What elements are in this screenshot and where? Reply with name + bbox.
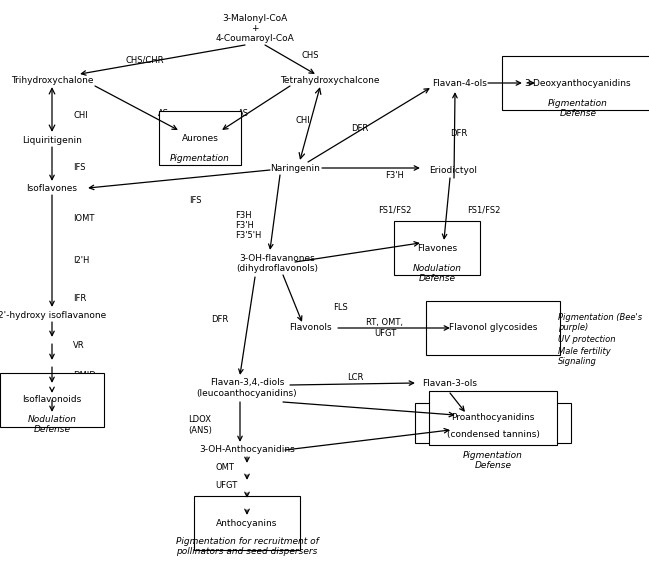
Text: RT: RT xyxy=(215,500,225,509)
Text: Pigmentation (Bee's: Pigmentation (Bee's xyxy=(558,314,642,323)
Text: (dihydroflavonols): (dihydroflavonols) xyxy=(236,264,318,273)
Text: F3H: F3H xyxy=(235,210,252,219)
Text: (condensed tannins): (condensed tannins) xyxy=(447,433,539,442)
Text: Pigmentation: Pigmentation xyxy=(548,99,608,108)
Text: (ANS): (ANS) xyxy=(188,425,212,435)
Text: Defense: Defense xyxy=(474,461,511,470)
Text: LDOX: LDOX xyxy=(188,416,212,425)
Text: (leucoanthocyanidins): (leucoanthocyanidins) xyxy=(197,389,297,398)
Text: CHI: CHI xyxy=(73,111,88,119)
Text: F3'H: F3'H xyxy=(235,220,254,229)
Text: Liquiritigenin: Liquiritigenin xyxy=(22,136,82,145)
Text: Defense: Defense xyxy=(34,425,71,435)
Text: Defense: Defense xyxy=(419,274,456,283)
Text: I2'H: I2'H xyxy=(73,255,90,264)
Text: VR: VR xyxy=(73,341,84,350)
Text: F3'5'H: F3'5'H xyxy=(235,231,262,240)
Text: Pigmentation for recruitment of: Pigmentation for recruitment of xyxy=(176,537,319,546)
Text: DFR: DFR xyxy=(351,123,369,132)
Text: Male fertility: Male fertility xyxy=(558,347,611,356)
Text: Isoflavonoids: Isoflavonoids xyxy=(22,396,82,404)
Text: IFR: IFR xyxy=(73,293,86,302)
Text: UV protection: UV protection xyxy=(558,335,615,344)
FancyBboxPatch shape xyxy=(415,403,571,443)
Text: DFR: DFR xyxy=(212,315,228,324)
Text: UFGT: UFGT xyxy=(374,329,396,338)
Text: Flavonol glycosides: Flavonol glycosides xyxy=(449,324,537,333)
Text: FS1/FS2: FS1/FS2 xyxy=(467,205,500,214)
Text: OMT: OMT xyxy=(215,463,234,472)
Text: Flavones: Flavones xyxy=(417,243,457,252)
Text: UFGT: UFGT xyxy=(215,481,238,490)
Text: DMID: DMID xyxy=(73,370,96,379)
Text: CHS/CHR: CHS/CHR xyxy=(126,56,164,65)
Text: Eriodictyol: Eriodictyol xyxy=(429,165,477,174)
Text: LCR: LCR xyxy=(347,374,363,383)
Text: Isoflavones: Isoflavones xyxy=(27,183,77,192)
Text: AS: AS xyxy=(158,108,169,117)
Text: 3-Malonyl-CoA: 3-Malonyl-CoA xyxy=(223,13,288,22)
Text: 3-OH-flavanones: 3-OH-flavanones xyxy=(239,254,315,263)
Text: purple): purple) xyxy=(558,324,588,333)
Text: FS1/FS2: FS1/FS2 xyxy=(378,205,411,214)
Text: IFS: IFS xyxy=(189,195,201,205)
Text: Anthocyanins: Anthocyanins xyxy=(216,518,278,527)
Text: Tetrahydroxychalcone: Tetrahydroxychalcone xyxy=(280,76,380,85)
Text: CHS: CHS xyxy=(301,50,319,59)
Text: Flavan-3,4,-diols: Flavan-3,4,-diols xyxy=(210,379,284,388)
Text: 3-OH-Anthocyanidins: 3-OH-Anthocyanidins xyxy=(199,445,295,454)
Text: +: + xyxy=(251,24,259,33)
Text: Proanthocyanidins: Proanthocyanidins xyxy=(451,413,535,422)
Text: pollinators and seed dispersers: pollinators and seed dispersers xyxy=(177,546,318,555)
Text: (condensed tannins): (condensed tannins) xyxy=(447,430,539,439)
Text: Aurones: Aurones xyxy=(182,134,219,142)
Text: Pigmentation: Pigmentation xyxy=(463,450,523,459)
Text: 3-Deoxyanthocyanidins: 3-Deoxyanthocyanidins xyxy=(524,79,631,88)
Text: Signaling: Signaling xyxy=(558,357,597,366)
Text: FLS: FLS xyxy=(333,302,347,311)
Text: Nodulation: Nodulation xyxy=(413,264,461,273)
Text: Trihydroxychalone: Trihydroxychalone xyxy=(11,76,93,85)
Text: DFR: DFR xyxy=(450,128,467,137)
Text: F3'H: F3'H xyxy=(386,171,404,180)
Text: IOMT: IOMT xyxy=(73,214,94,223)
Text: Proanthocyanidins: Proanthocyanidins xyxy=(451,421,535,430)
Text: 4-Coumaroyl-CoA: 4-Coumaroyl-CoA xyxy=(215,34,295,43)
Text: CHI: CHI xyxy=(295,116,310,125)
Text: RT, OMT,: RT, OMT, xyxy=(367,319,404,328)
Text: AS: AS xyxy=(238,108,249,117)
Text: Naringenin: Naringenin xyxy=(270,163,320,172)
Text: Flavonols: Flavonols xyxy=(289,324,331,333)
Text: Defense: Defense xyxy=(559,108,596,117)
Text: 2'-hydroxy isoflavanone: 2'-hydroxy isoflavanone xyxy=(0,310,106,320)
Text: Flavan-3-ols: Flavan-3-ols xyxy=(422,379,478,388)
Text: Flavan-4-ols: Flavan-4-ols xyxy=(433,79,487,88)
Text: Pigmentation: Pigmentation xyxy=(170,154,230,163)
Text: Nodulation: Nodulation xyxy=(27,416,77,425)
Text: IFS: IFS xyxy=(73,163,86,172)
